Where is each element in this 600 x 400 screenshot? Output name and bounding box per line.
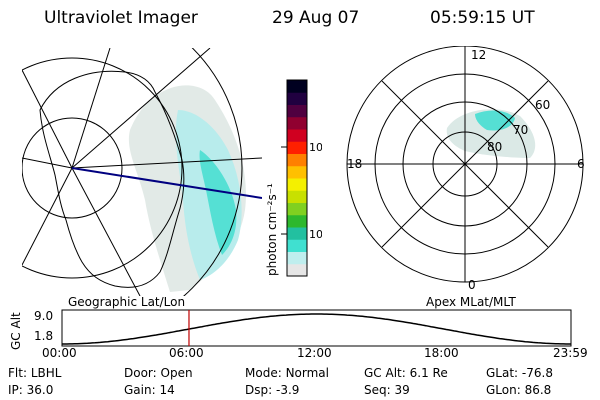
mlat-label-80: 80 (487, 140, 502, 154)
terminator-line (71, 167, 262, 199)
meridian-line (71, 48, 111, 169)
meridian-line (22, 167, 73, 266)
mlt-label-0: 0 (468, 278, 476, 292)
timeline-xtick-1800: 18:00 (424, 346, 459, 360)
colorbar-swatch (287, 116, 307, 130)
mlat-label-70: 70 (513, 123, 528, 137)
colorbar-swatch (287, 153, 307, 167)
info-gc-alt: GC Alt: 6.1 Re (364, 366, 448, 380)
header-date: 29 Aug 07 (272, 8, 360, 28)
timeline-ytick-9: 9.0 (34, 309, 53, 323)
latitude-circle-inner (22, 117, 123, 219)
colorbar-swatch (287, 165, 307, 179)
colorbar-swatch (287, 92, 307, 105)
colorbar-swatch (287, 251, 307, 265)
timeline-frame (61, 309, 572, 347)
latitude-circle-outer (183, 48, 243, 296)
colorbar-swatch (287, 227, 307, 240)
geographic-caption: Geographic Lat/Lon (68, 295, 186, 309)
polar-aurora-band (475, 110, 515, 131)
mlt-label-6: 6 (577, 157, 585, 171)
info-door: Door: Open (124, 366, 193, 380)
colorbar-tick-label-10: 10 (309, 228, 322, 241)
mlat-label-60: 60 (535, 98, 550, 112)
meridian-line (71, 48, 211, 169)
colorbar-swatch (287, 178, 307, 191)
colorbar-gradient (287, 80, 307, 277)
timeline-xtick-0000: 00:00 (42, 346, 77, 360)
meridian-line (22, 69, 73, 169)
info-glat: GLat: -76.8 (486, 366, 553, 380)
colorbar-swatch (287, 129, 307, 142)
meridian-line (71, 167, 141, 296)
info-gain: Gain: 14 (124, 383, 175, 397)
colorbar-swatch (287, 80, 307, 93)
colorbar-swatch (287, 202, 307, 216)
aurora-bright-band (199, 150, 237, 255)
info-glon: GLon: 86.8 (486, 383, 552, 397)
colorbar-swatch (287, 214, 307, 228)
mlt-diagonal (381, 80, 549, 248)
altitude-curve (62, 313, 571, 345)
meridian-line (22, 157, 73, 169)
colorbar-swatch (287, 141, 307, 154)
info-dsp: Dsp: -3.9 (245, 383, 300, 397)
colorbar-swatch (287, 263, 307, 277)
altitude-timeline: 9.0 1.8 GC Alt (9, 309, 572, 350)
timeline-xtick-2359: 23:59 (553, 346, 588, 360)
colorbar-swatch (287, 104, 307, 118)
colorbar-unit-label: photon cm⁻²s⁻¹ (265, 183, 279, 276)
mlt-label-12: 12 (471, 48, 486, 62)
info-ip: IP: 36.0 (8, 383, 54, 397)
timeline-ytick-1.8: 1.8 (34, 329, 53, 343)
info-seq: Seq: 39 (364, 383, 410, 397)
colorbar: 100 10 photon cm⁻²s⁻¹ (265, 79, 322, 277)
polar-plot: 12 18 6 0 60 70 80 (346, 46, 585, 292)
timeline-xtick-1200: 12:00 (297, 346, 332, 360)
colorbar-swatch (287, 190, 307, 203)
app-title: Ultraviolet Imager (44, 8, 198, 28)
meridian-line (71, 157, 262, 169)
colorbar-frame (286, 79, 308, 277)
info-flt: Flt: LBHL (8, 366, 62, 380)
header-time: 05:59:15 UT (430, 8, 535, 28)
timeline-xtick-0600: 06:00 (169, 346, 204, 360)
latitude-circle-middle (22, 57, 183, 279)
timeline-ylabel: GC Alt (9, 312, 23, 350)
info-mode: Mode: Normal (245, 366, 329, 380)
geographic-map (22, 48, 262, 296)
colorbar-swatch (287, 239, 307, 252)
colorbar-tick-label-100: 100 (309, 141, 322, 154)
mlt-label-18: 18 (347, 157, 362, 171)
continent-outline (39, 70, 185, 288)
polar-caption: Apex MLat/MLT (426, 295, 516, 309)
